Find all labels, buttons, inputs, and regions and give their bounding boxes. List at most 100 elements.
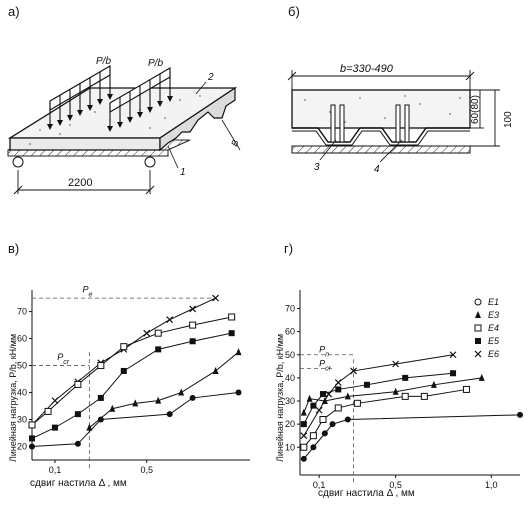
- panel-a-label: а): [8, 4, 20, 19]
- chart-v-data-point: [97, 362, 105, 370]
- chart-v-y-tick-label: 40: [17, 388, 27, 398]
- chart-g-data-point: [315, 406, 323, 414]
- section-decking: [292, 127, 470, 143]
- chart-v-data-point: [155, 346, 162, 353]
- callout-1: 1: [180, 167, 186, 178]
- chart-g-y-tick-label: 60: [285, 327, 295, 337]
- chart-g-legend-label: E5: [488, 336, 500, 346]
- chart-v-data-point: [29, 435, 35, 442]
- chart-g-data-point: [300, 408, 307, 416]
- chart-v-data-point: [120, 367, 127, 374]
- chart-g-data-point: [478, 373, 485, 381]
- chart-g-legend-label: E1: [488, 297, 499, 307]
- chart-g-data-point: [450, 370, 457, 377]
- chart-g-xlabel: сдвиг настила Δ , мм: [318, 488, 415, 499]
- chart-v-series-line: [31, 316, 232, 426]
- chart-v-data-point: [189, 305, 197, 313]
- chart-v-data-point: [132, 399, 139, 407]
- chart-g-x-tick-label: 1,0: [485, 480, 498, 490]
- support-left: [12, 156, 24, 168]
- slab-side-profile: [159, 86, 236, 152]
- callout-2: 2: [207, 72, 214, 83]
- chart-g-data-point: [363, 381, 370, 388]
- chart-g-data-point: [300, 443, 308, 451]
- chart-v-data-point: [44, 407, 52, 415]
- chart-v-annotation: Pe: [82, 285, 92, 299]
- chart-v-x-tick-label: 0,1: [49, 465, 62, 475]
- chart-v-data-point: [97, 394, 104, 401]
- chart-g-data-point: [334, 404, 342, 412]
- chart-g-data-point: [353, 399, 361, 407]
- chart-g-legend-marker: [474, 324, 482, 332]
- chart-g-data-point: [300, 455, 307, 462]
- chart-g-data-point: [350, 367, 357, 375]
- chart-g-y-tick-label: 50: [285, 350, 295, 360]
- chart-v-data-point: [189, 338, 196, 345]
- chart-v-data-point: [51, 397, 59, 405]
- chart-g-legend-label: E3: [488, 310, 499, 320]
- panel-b-label: б): [288, 4, 300, 19]
- height-dimensions: [470, 89, 500, 147]
- chart-v-data-point: [29, 443, 35, 450]
- chart-v-data-point: [212, 294, 220, 302]
- span-dimension: [13, 170, 155, 195]
- chart-v-plot: 20 30 40 50 60 70 0,1 0,5 Pe Pcr: [17, 285, 250, 475]
- callout-4: 4: [374, 164, 380, 175]
- chart-g-data-point: [329, 421, 336, 428]
- chart-v-panel-label: в): [8, 241, 19, 256]
- chart-g-data-point: [306, 394, 313, 402]
- chart-v-data-point: [235, 348, 242, 356]
- height-outer-label: 100: [503, 111, 514, 128]
- chart-v-data-point: [51, 424, 58, 431]
- chart-v-annotation: Pcr: [57, 352, 70, 366]
- chart-g-data-point: [319, 391, 326, 398]
- chart-g-data-point: [300, 432, 308, 440]
- chart-g-legend-label: E4: [488, 323, 499, 333]
- chart-v-data-point: [74, 440, 81, 447]
- chart-v-data-point: [86, 423, 93, 431]
- callout-3: 3: [314, 162, 320, 173]
- chart-v-series-line: [31, 332, 232, 439]
- chart-v-data-point: [166, 411, 173, 418]
- chart-v-data-point: [228, 313, 236, 321]
- chart-v-xlabel: сдвиг настила Δ , мм: [30, 478, 127, 489]
- chart-g-x-tick-label: 0,1: [313, 480, 326, 490]
- load-right: [109, 67, 171, 128]
- chart-g-data-point: [300, 421, 307, 428]
- chart-g-y-tick-label: 30: [285, 396, 295, 406]
- chart-g-data-point: [325, 390, 333, 398]
- chart-g-data-point: [334, 379, 342, 386]
- chart-g-y-tick-label: 40: [285, 373, 295, 383]
- chart-v-series-line: [89, 351, 239, 429]
- chart-g-data-point: [420, 392, 428, 400]
- chart-v-data-point: [189, 394, 196, 401]
- chart-g-x-tick-label: 0,5: [389, 480, 402, 490]
- chart-g-data-point: [462, 385, 470, 393]
- section-slab: [291, 89, 471, 129]
- chart-v-data-point: [28, 421, 36, 429]
- chart-v-data-point: [154, 329, 162, 337]
- chart-v-y-tick-label: 70: [17, 307, 27, 317]
- chart-g-y-tick-label: 20: [285, 419, 295, 429]
- chart-v-y-tick-label: 60: [17, 334, 27, 344]
- chart-v-y-tick-label: 30: [17, 415, 27, 425]
- chart-v-ylabel: Линейная нагрузка, P/b, кН/мм: [8, 334, 18, 462]
- chart-v-data-point: [228, 330, 235, 337]
- chart-v-data-point: [189, 321, 197, 329]
- load-left: [49, 65, 111, 126]
- chart-v-y-tick-label: 20: [17, 442, 27, 452]
- chart-g: г) Линейная нагрузка, P/b, кН/мм сдвиг н…: [275, 241, 523, 499]
- chart-v-data-point: [120, 343, 128, 351]
- chart-g-data-point: [402, 374, 409, 381]
- span-label: 2200: [68, 177, 92, 189]
- chart-g-legend-marker: [474, 298, 482, 306]
- chart-g-legend-marker: [475, 311, 481, 318]
- panel-a: а): [7, 4, 241, 195]
- chart-v-data-point: [166, 316, 174, 324]
- chart-v-series-line: [31, 392, 239, 448]
- section-base-plate: [291, 145, 471, 154]
- support-right: [144, 156, 156, 168]
- chart-g-data-point: [344, 416, 351, 423]
- chart-g-annotation: Pn: [319, 344, 329, 358]
- chart-g-legend-marker: [475, 338, 481, 344]
